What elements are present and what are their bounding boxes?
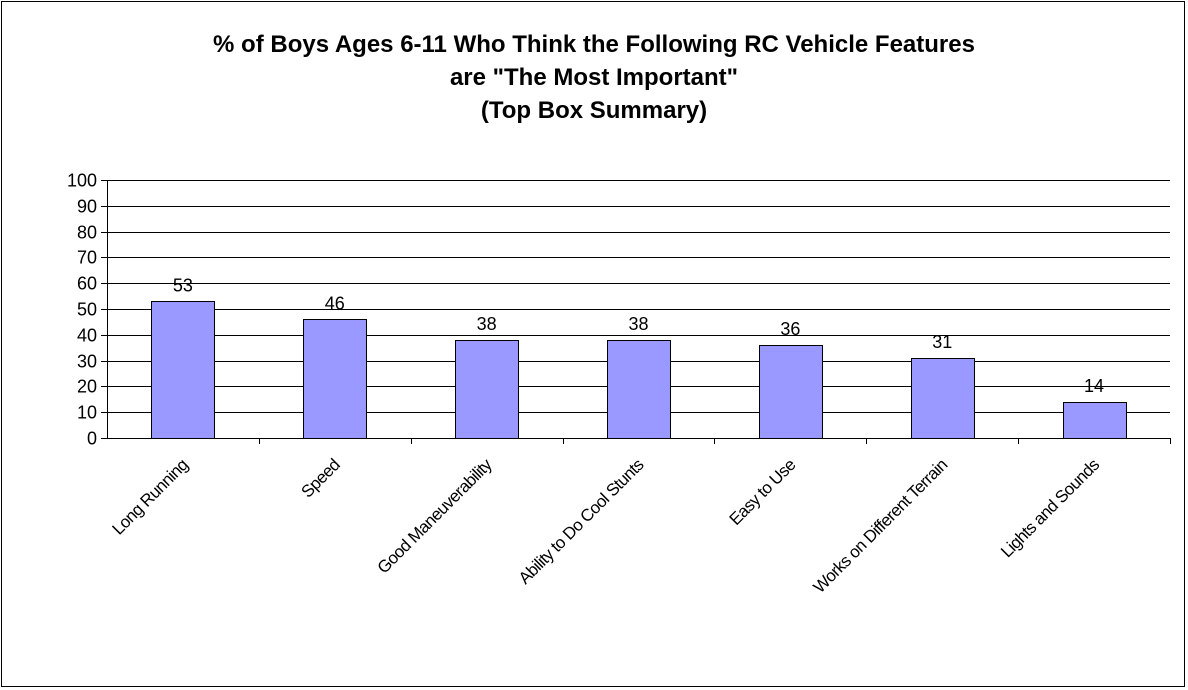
bar-1 — [151, 301, 215, 439]
data-label-4: 38 — [628, 314, 648, 334]
data-label-6: 31 — [932, 332, 952, 352]
chart-title-line-3: (Top Box Summary) — [480, 97, 708, 124]
data-label-1: 53 — [173, 275, 193, 295]
x-category-label-2: Speed — [298, 455, 344, 501]
y-tick-label-90: 90 — [77, 197, 97, 217]
x-category-label-5: Easy to Use — [726, 455, 800, 529]
x-category-label-4: Ability to Do Cool Stunts — [515, 455, 648, 588]
data-label-2: 46 — [325, 293, 345, 313]
data-label-7: 14 — [1084, 376, 1104, 396]
y-tick-label-10: 10 — [77, 403, 97, 423]
chart-title-line-2: are "The Most Important" — [449, 64, 739, 91]
x-axis-category-labels: Long Running Speed Good Maneuverability Abi… — [109, 455, 1103, 597]
bar-4 — [607, 340, 671, 439]
y-tick-label-40: 40 — [77, 326, 97, 346]
bar-3 — [455, 340, 519, 439]
y-tick-label-50: 50 — [77, 300, 97, 320]
chart-title-line-1: % of Boys Ages 6-11 Who Think the Follow… — [213, 31, 975, 58]
data-label-3: 38 — [477, 314, 497, 334]
bar-2 — [303, 319, 367, 439]
x-category-label-6: Works on Different Terrain — [810, 455, 951, 596]
x-category-label-7: Lights and Sounds — [997, 455, 1103, 561]
y-tick-label-0: 0 — [87, 429, 97, 449]
data-labels: 53 46 38 38 36 31 14 — [173, 275, 1104, 396]
chart-title: % of Boys Ages 6-11 Who Think the Follow… — [0, 28, 1188, 127]
y-tick-label-100: 100 — [67, 171, 97, 191]
y-tick-label-80: 80 — [77, 223, 97, 243]
bars — [151, 301, 1127, 439]
bar-6 — [911, 358, 975, 439]
data-label-5: 36 — [780, 319, 800, 339]
bar-5 — [759, 345, 823, 439]
y-tick-label-70: 70 — [77, 248, 97, 268]
y-tick-label-30: 30 — [77, 352, 97, 372]
bar-7 — [1063, 402, 1127, 439]
x-category-label-3: Good Maneuverability — [374, 455, 497, 578]
y-tick-label-60: 60 — [77, 274, 97, 294]
x-category-label-1: Long Running — [109, 455, 192, 538]
y-axis-tick-labels: 0 10 20 30 40 50 60 70 80 90 100 — [67, 171, 97, 449]
y-tick-label-20: 20 — [77, 377, 97, 397]
